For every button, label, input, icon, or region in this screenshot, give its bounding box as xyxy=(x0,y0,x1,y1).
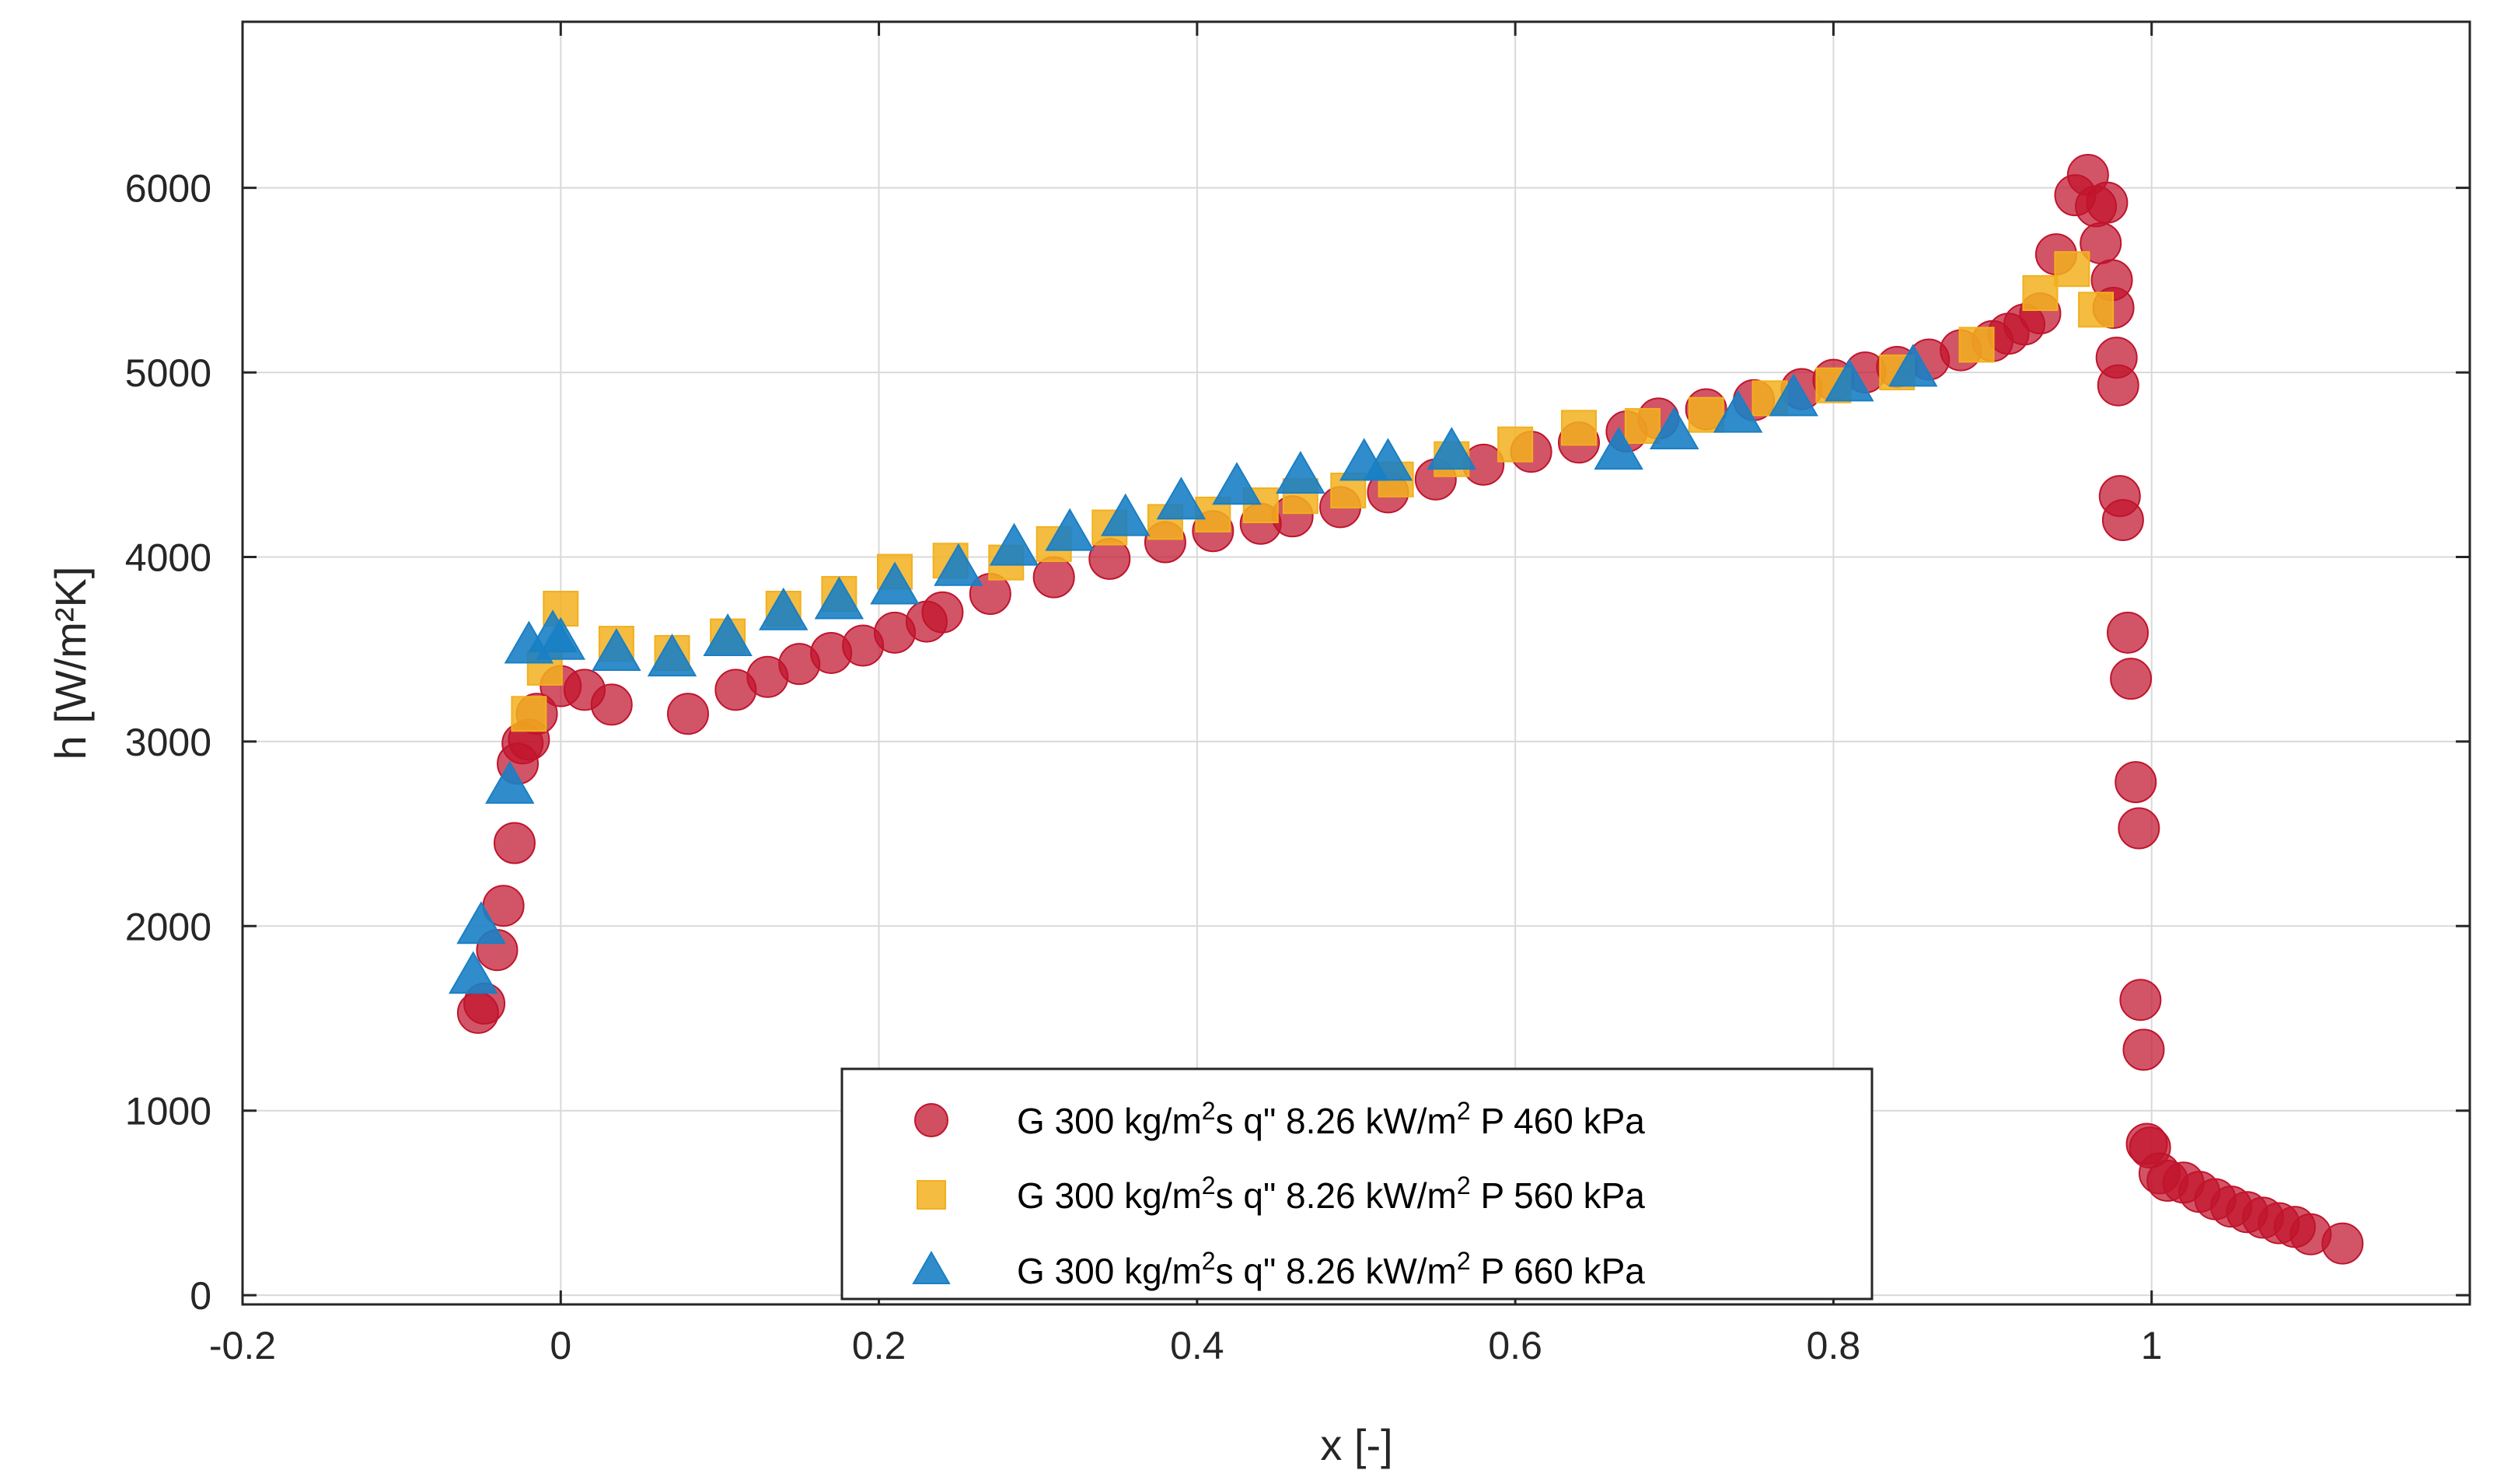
data-point-triangle xyxy=(1888,344,1938,387)
x-tick-label: -0.2 xyxy=(209,1324,276,1367)
data-point-triangle xyxy=(870,561,920,605)
x-tick-label: 0.4 xyxy=(1170,1324,1224,1367)
data-point-circle xyxy=(2321,1222,2364,1265)
data-point-square xyxy=(1561,410,1597,446)
data-point-triangle xyxy=(1713,389,1763,433)
data-point-square xyxy=(2078,292,2115,328)
y-tick-label: 0 xyxy=(190,1274,211,1318)
x-tick-label: 0.8 xyxy=(1807,1324,1861,1367)
data-point-circle xyxy=(493,822,536,864)
data-point-triangle xyxy=(703,613,753,656)
legend-box xyxy=(840,1067,1874,1301)
data-point-triangle xyxy=(989,522,1039,566)
x-tick-label: 0.6 xyxy=(1488,1324,1542,1367)
x-ticks: -0.2 0 0.2 0.4 0.6 0.8 1 xyxy=(209,22,2163,1367)
data-point-square xyxy=(511,696,547,732)
legend-label-p660: G 300 kg/m2s q" 8.26 kW/m2 P 660 kPa xyxy=(1017,1247,1645,1291)
x-tick-label: 0.2 xyxy=(852,1324,906,1367)
data-point-triangle xyxy=(592,627,641,671)
x-tick-label: 1 xyxy=(2141,1324,2163,1367)
data-point-circle xyxy=(1032,556,1075,599)
data-point-triangle xyxy=(456,901,506,945)
data-point-triangle xyxy=(1650,407,1699,450)
data-points xyxy=(449,154,2364,1265)
data-point-triangle xyxy=(1594,427,1643,470)
legend-marker-triangle xyxy=(912,1250,951,1284)
data-point-triangle xyxy=(1769,373,1818,417)
y-tick-label: 5000 xyxy=(125,351,211,395)
data-point-square xyxy=(1497,426,1534,463)
y-tick-label: 3000 xyxy=(125,721,211,764)
data-point-triangle xyxy=(1276,451,1325,494)
data-point-triangle xyxy=(1427,427,1477,470)
data-point-circle xyxy=(667,693,709,735)
data-point-triangle xyxy=(1212,462,1262,505)
data-point-circle xyxy=(2119,979,2162,1021)
legend-marker-square xyxy=(917,1180,946,1210)
plot-frame xyxy=(241,20,2471,1306)
data-point-triangle xyxy=(449,951,498,994)
data-point-circle xyxy=(2097,364,2139,407)
y-tick-label: 4000 xyxy=(125,536,211,579)
data-point-square xyxy=(2022,274,2059,311)
data-point-triangle xyxy=(814,576,864,620)
data-point-triangle xyxy=(647,634,697,677)
x-tick-label: 0 xyxy=(550,1324,571,1367)
data-point-circle xyxy=(2115,761,2157,804)
y-tick-label: 1000 xyxy=(125,1090,211,1133)
data-point-triangle xyxy=(1045,508,1095,551)
data-point-circle xyxy=(2086,181,2129,224)
data-point-triangle xyxy=(536,616,586,660)
y-tick-label: 6000 xyxy=(125,167,211,211)
x-axis-title: x [-] xyxy=(1320,1420,1392,1469)
data-point-triangle xyxy=(1363,438,1413,481)
data-point-square xyxy=(1958,326,1995,363)
data-point-circle xyxy=(2107,611,2150,654)
data-point-circle xyxy=(2101,499,2144,542)
y-ticks: 0 1000 2000 3000 4000 5000 6000 xyxy=(125,167,2470,1318)
legend-label-p460: G 300 kg/m2s q" 8.26 kW/m2 P 460 kPa xyxy=(1017,1097,1645,1141)
data-point-circle xyxy=(590,683,633,726)
data-point-circle xyxy=(921,591,964,634)
data-point-triangle xyxy=(485,760,535,804)
data-point-circle xyxy=(2122,1028,2165,1071)
series-2-points xyxy=(449,344,1938,994)
data-point-triangle xyxy=(1156,477,1207,520)
data-point-triangle xyxy=(759,587,808,630)
data-point-circle xyxy=(2118,807,2160,850)
data-point-triangle xyxy=(1825,358,1874,402)
data-point-triangle xyxy=(934,543,983,586)
legend: G 300 kg/m2s q" 8.26 kW/m2 P 460 kPa G 3… xyxy=(840,1067,1874,1301)
legend-marker-circle xyxy=(914,1103,948,1137)
data-point-circle xyxy=(2110,658,2153,700)
legend-label-p560: G 300 kg/m2s q" 8.26 kW/m2 P 560 kPa xyxy=(1017,1171,1645,1216)
data-point-square xyxy=(2054,251,2090,288)
y-tick-label: 2000 xyxy=(125,905,211,948)
y-axis-title: h [W/m²K] xyxy=(46,567,95,760)
data-point-square xyxy=(1624,407,1661,444)
data-point-triangle xyxy=(1101,493,1151,536)
